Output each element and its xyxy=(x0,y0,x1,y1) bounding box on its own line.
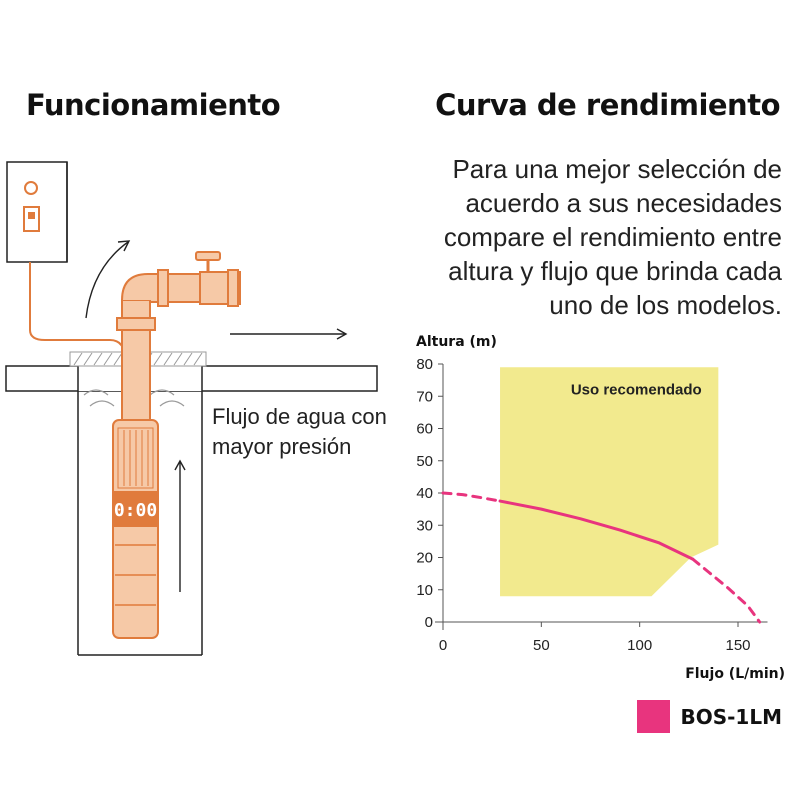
x-tick-label: 0 xyxy=(439,637,447,654)
x-axis-title: Flujo (L/min) xyxy=(685,666,785,682)
description-line: Para una mejor selección de xyxy=(452,154,782,184)
discharge-pipe xyxy=(116,251,241,426)
y-tick-label: 80 xyxy=(416,356,433,373)
recommended-use-region xyxy=(500,367,719,597)
description-line: acuerdo a sus necesidades xyxy=(465,188,782,218)
description-text: Para una mejor selección de acuerdo a su… xyxy=(422,152,782,322)
legend: BOS-1LM xyxy=(637,700,782,733)
series-line-solid xyxy=(498,499,695,561)
valve-handle-icon xyxy=(195,251,221,261)
submersible-pump: 0:00 xyxy=(112,419,159,639)
y-tick-label: 70 xyxy=(416,388,433,405)
description-line: uno de los modelos. xyxy=(549,290,782,320)
flow-caption: Flujo de agua con mayor presión xyxy=(212,402,387,462)
y-tick-label: 20 xyxy=(416,550,433,567)
y-tick-label: 10 xyxy=(416,582,433,599)
water-surface-icon xyxy=(83,389,185,407)
indicator-light-icon xyxy=(24,181,38,195)
y-tick-label: 50 xyxy=(416,453,433,470)
description-line: altura y flujo que brinda cada xyxy=(448,256,782,286)
y-tick-label: 30 xyxy=(416,517,433,534)
x-tick-label: 100 xyxy=(627,637,652,654)
description-line: compare el rendimiento entre xyxy=(443,222,782,252)
pump-illustration: 0:00 xyxy=(5,161,378,656)
control-box xyxy=(6,161,68,263)
curved-up-arrow-icon xyxy=(85,241,129,319)
x-tick-label: 50 xyxy=(533,637,550,654)
flow-caption-line: Flujo de agua con xyxy=(212,404,387,429)
y-axis-title: Altura (m) xyxy=(416,334,497,350)
flow-arrows xyxy=(85,240,348,592)
flow-caption-line: mayor presión xyxy=(212,434,352,459)
x-tick-label: 150 xyxy=(725,637,750,654)
series-line-dashed-start xyxy=(441,491,502,503)
functioning-title: Funcionamiento xyxy=(26,88,281,122)
performance-curve-title: Curva de rendimiento xyxy=(435,88,780,122)
series-line-dashed-end xyxy=(691,557,762,624)
legend-swatch xyxy=(637,700,671,733)
legend-label: BOS-1LM xyxy=(680,704,782,729)
recommended-use-label: Uso recomendado xyxy=(571,382,702,399)
y-tick-label: 40 xyxy=(416,485,433,502)
y-tick-label: 0 xyxy=(425,614,433,631)
pump-label: 0:00 xyxy=(114,500,157,521)
y-tick-label: 60 xyxy=(416,421,433,438)
